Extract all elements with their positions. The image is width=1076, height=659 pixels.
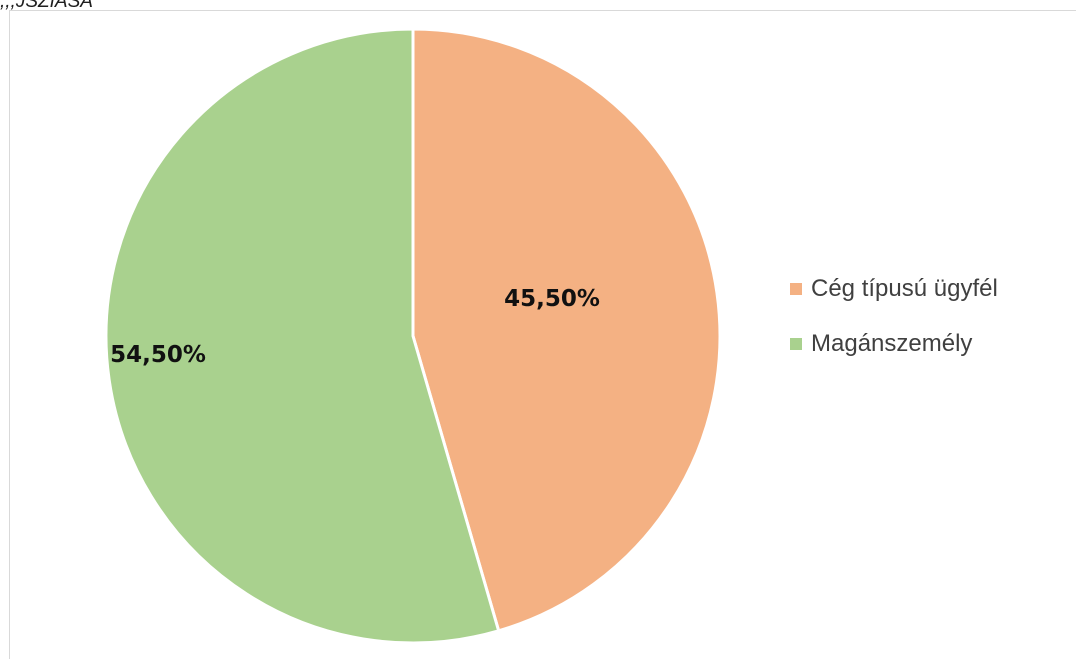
legend-swatch: [790, 337, 802, 350]
pie-slices: [104, 27, 722, 645]
pie-slice-1: [411, 27, 722, 633]
pie-data-label-2: 54,50%: [110, 342, 206, 368]
pie-data-label-1: 45,50%: [504, 286, 600, 312]
chart-area: [9, 10, 1076, 659]
chart-caption: ,,,JSZIASA: [0, 0, 93, 12]
chart-legend: Cég típusú ügyfél Magánszemély: [790, 272, 998, 382]
legend-label: Magánszemély: [811, 329, 973, 357]
legend-item-2: Magánszemély: [790, 327, 998, 360]
legend-item-1: Cég típusú ügyfél: [790, 272, 998, 305]
legend-swatch: [790, 282, 802, 295]
legend-label: Cég típusú ügyfél: [811, 274, 998, 302]
pie-data-labels: 45,50% 54,50%: [110, 286, 600, 368]
pie-slice-2: [104, 27, 501, 645]
